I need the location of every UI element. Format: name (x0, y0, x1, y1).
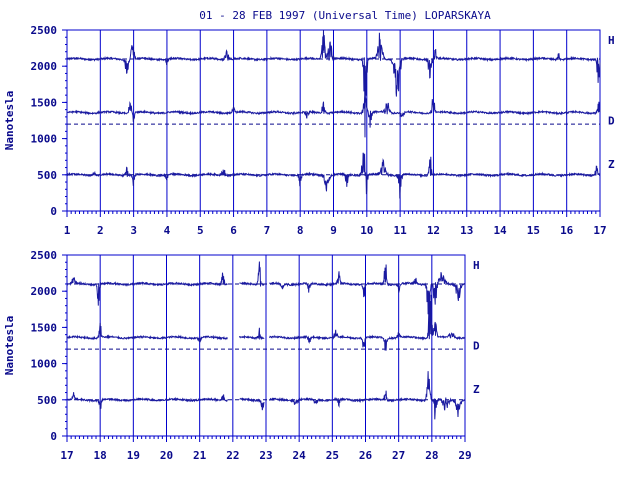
y-tick-label: 1000 (31, 358, 58, 371)
component-label-h: H (608, 34, 615, 47)
x-tick-label: 5 (197, 224, 204, 237)
x-tick-label: 2 (97, 224, 104, 237)
panel-top: 1 2 3 4 5 6 7 8 9 10 11 12 13 14 15 16 17050010001500200… (3, 24, 615, 237)
y-tick-label: 500 (37, 169, 57, 182)
y-tick-label: 2500 (31, 24, 58, 37)
x-tick-label: 17 (593, 224, 606, 237)
y-tick-label: 2000 (31, 285, 58, 298)
series-line-h (66, 261, 466, 317)
series-line-d (66, 294, 466, 351)
series-line-z (66, 371, 466, 420)
y-tick-label: 0 (50, 205, 57, 218)
x-tick-label: 10 (360, 224, 373, 237)
x-tick-label: 1 (64, 224, 71, 237)
x-tick-label: 23 (259, 449, 272, 462)
x-tick-label: 24 (293, 449, 307, 462)
chart-title: 01 - 28 FEB 1997 (Universal Time) LOPARS… (199, 9, 491, 22)
x-tick-label: 13 (460, 224, 473, 237)
x-tick-label: 22 (226, 449, 239, 462)
y-tick-label: 1000 (31, 133, 58, 146)
y-tick-label: 2500 (31, 249, 58, 262)
y-tick-label: 2000 (31, 60, 58, 73)
x-tick-label: 4 (164, 224, 171, 237)
x-tick-label: 17 (60, 449, 73, 462)
series-line-z (66, 152, 601, 199)
x-tick-label: 18 (94, 449, 107, 462)
y-tick-label: 1500 (31, 321, 58, 334)
x-tick-label: 9 (330, 224, 337, 237)
x-tick-label: 8 (297, 224, 304, 237)
y-axis-label: Nanotesla (3, 316, 16, 376)
component-label-z: Z (473, 383, 480, 396)
x-tick-label: 15 (527, 224, 540, 237)
x-tick-label: 11 (394, 224, 408, 237)
x-tick-label: 20 (160, 449, 173, 462)
y-axis-label: Nanotesla (3, 91, 16, 151)
x-tick-label: 12 (427, 224, 440, 237)
component-label-h: H (473, 259, 480, 272)
x-tick-label: 27 (392, 449, 405, 462)
y-tick-label: 500 (37, 394, 57, 407)
x-tick-label: 7 (264, 224, 271, 237)
x-tick-label: 14 (493, 224, 507, 237)
x-tick-label: 19 (127, 449, 140, 462)
x-tick-label: 6 (230, 224, 237, 237)
series-line-h (66, 29, 601, 138)
x-tick-label: 21 (193, 449, 207, 462)
panel-bottom: 17 18 19 20 21 22 23 24 25 26 27 28 29 0 500 1000 1500 20… (3, 249, 480, 462)
x-tick-label: 28 (425, 449, 438, 462)
x-tick-label: 16 (560, 224, 574, 237)
component-label-z: Z (608, 158, 615, 171)
component-label-d: D (473, 340, 480, 353)
y-tick-label: 0 (50, 430, 57, 443)
x-tick-label: 3 (130, 224, 137, 237)
component-label-d: D (608, 115, 615, 128)
x-tick-label: 25 (326, 449, 339, 462)
x-tick-label: 29 (458, 449, 471, 462)
series-line-d (66, 95, 601, 128)
x-tick-label: 26 (359, 449, 373, 462)
y-tick-label: 1500 (31, 96, 58, 109)
